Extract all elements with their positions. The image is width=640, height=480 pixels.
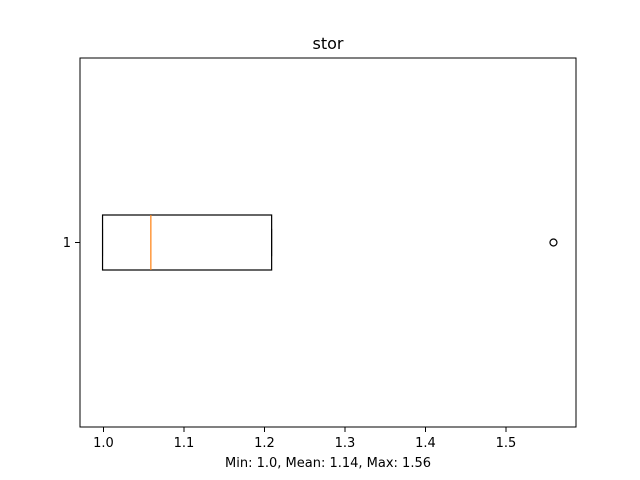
chart-title: stor — [313, 34, 344, 53]
x-axis: 1.0 1.1 1.2 1.3 1.4 1.5 — [93, 427, 516, 451]
x-tick-label: 1.5 — [496, 436, 517, 451]
y-axis: 1 — [63, 236, 80, 251]
x-tick-1-2: 1.2 — [254, 427, 275, 451]
x-axis-label: Min: 1.0, Mean: 1.14, Max: 1.56 — [225, 456, 431, 471]
x-tick-1-4: 1.4 — [415, 427, 436, 451]
y-tick-label: 1 — [63, 236, 71, 251]
x-tick-1-0: 1.0 — [93, 427, 114, 451]
x-tick-1-1: 1.1 — [174, 427, 195, 451]
interquartile-box — [101, 214, 273, 271]
x-tick-label: 1.2 — [254, 436, 275, 451]
box-group — [101, 214, 558, 271]
outlier-point — [549, 238, 558, 247]
plot-area — [79, 57, 577, 428]
x-tick-label: 1.3 — [335, 436, 356, 451]
x-tick-label: 1.1 — [174, 436, 195, 451]
x-tick-label: 1.0 — [93, 436, 114, 451]
x-tick-1-5: 1.5 — [496, 427, 517, 451]
x-tick-label: 1.4 — [415, 436, 436, 451]
x-tick-1-3: 1.3 — [335, 427, 356, 451]
